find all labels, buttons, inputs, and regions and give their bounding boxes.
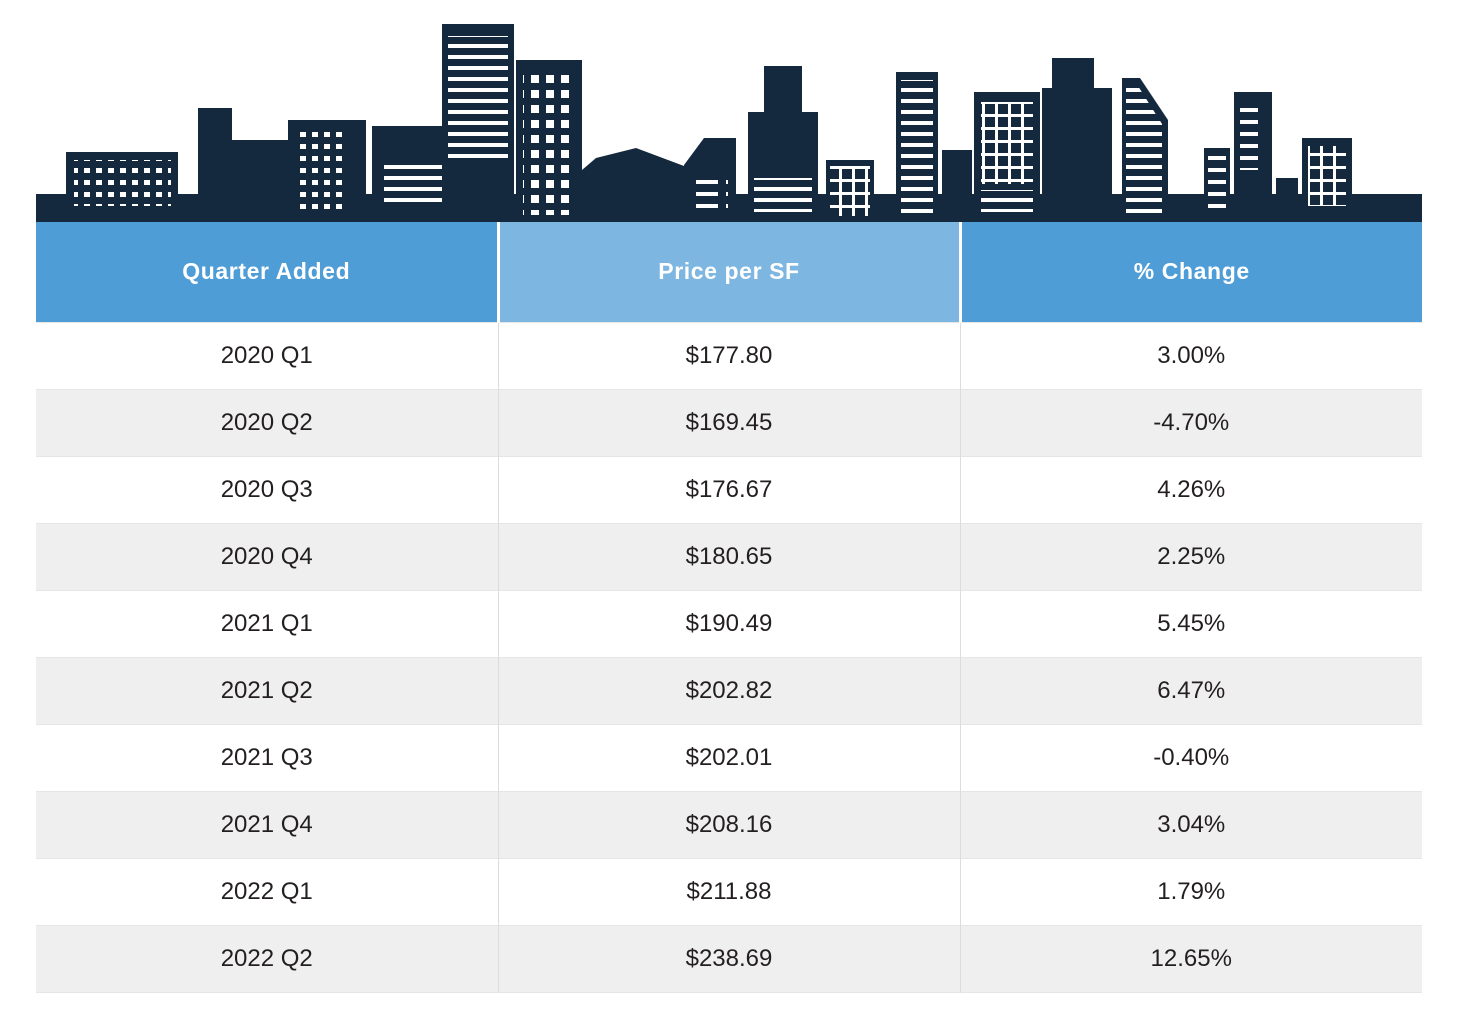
quarter-cell: 2021 Q1 xyxy=(220,609,313,637)
price-cell: $176.67 xyxy=(497,456,960,523)
change-cell: 1.79% xyxy=(959,858,1422,925)
table-row: 2021 Q3 $202.01 -0.40% xyxy=(36,724,1422,791)
change-cell: 2.25% xyxy=(959,523,1422,590)
price-cell: $211.88 xyxy=(497,858,960,925)
table-row: 2020 Q4 $180.65 2.25% xyxy=(36,523,1422,590)
change-cell: -4.70% xyxy=(959,389,1422,456)
table-row: 2021 Q2 $202.82 6.47% xyxy=(36,657,1422,724)
table-row: 2020 Q1 $177.80 3.00% xyxy=(36,322,1422,389)
price-cell: $177.80 xyxy=(497,322,960,389)
quarter-cell: 2021 Q3 xyxy=(220,743,313,771)
table-body: 2020 Q1 $177.80 3.00% 2020 Q2 $169.45 -4… xyxy=(36,322,1422,992)
price-cell: $202.82 xyxy=(497,657,960,724)
quarter-cell: 2021 Q4 xyxy=(220,810,313,838)
change-cell: 12.65% xyxy=(959,925,1422,992)
header-row: Quarter Added Price per SF % Change xyxy=(36,222,1422,322)
quarter-cell: 2022 Q1 xyxy=(220,877,313,905)
quarter-cell: 2020 Q2 xyxy=(220,408,313,436)
quarter-cell: 2021 Q2 xyxy=(220,676,313,704)
quarter-cell: 2022 Q2 xyxy=(220,944,313,972)
change-cell: 3.04% xyxy=(959,791,1422,858)
change-cell: 5.45% xyxy=(959,590,1422,657)
infographic-page: Quarter Added Price per SF % Change 2020… xyxy=(36,24,1422,993)
table-row: 2022 Q1 $211.88 1.79% xyxy=(36,858,1422,925)
city-skyline-graphic xyxy=(36,24,1422,222)
column-header-quarter-added: Quarter Added xyxy=(36,222,498,322)
change-cell: 6.47% xyxy=(959,657,1422,724)
price-table: Quarter Added Price per SF % Change 2020… xyxy=(36,222,1422,993)
column-header-pct-change: % Change xyxy=(960,222,1422,322)
change-cell: -0.40% xyxy=(959,724,1422,791)
quarter-cell: 2020 Q1 xyxy=(220,341,313,369)
price-cell: $169.45 xyxy=(497,389,960,456)
table-row: 2022 Q2 $238.69 12.65% xyxy=(36,925,1422,992)
price-cell: $202.01 xyxy=(497,724,960,791)
table-header: Quarter Added Price per SF % Change xyxy=(36,222,1422,322)
quarter-cell: 2020 Q3 xyxy=(220,475,313,503)
price-cell: $190.49 xyxy=(497,590,960,657)
quarter-cell: 2020 Q4 xyxy=(220,542,313,570)
price-cell: $180.65 xyxy=(497,523,960,590)
table-row: 2021 Q4 $208.16 3.04% xyxy=(36,791,1422,858)
table-row: 2021 Q1 $190.49 5.45% xyxy=(36,590,1422,657)
price-cell: $238.69 xyxy=(497,925,960,992)
price-cell: $208.16 xyxy=(497,791,960,858)
table-row: 2020 Q2 $169.45 -4.70% xyxy=(36,389,1422,456)
table-row: 2020 Q3 $176.67 4.26% xyxy=(36,456,1422,523)
change-cell: 4.26% xyxy=(959,456,1422,523)
change-cell: 3.00% xyxy=(959,322,1422,389)
column-header-price-per-sf: Price per SF xyxy=(496,222,962,322)
